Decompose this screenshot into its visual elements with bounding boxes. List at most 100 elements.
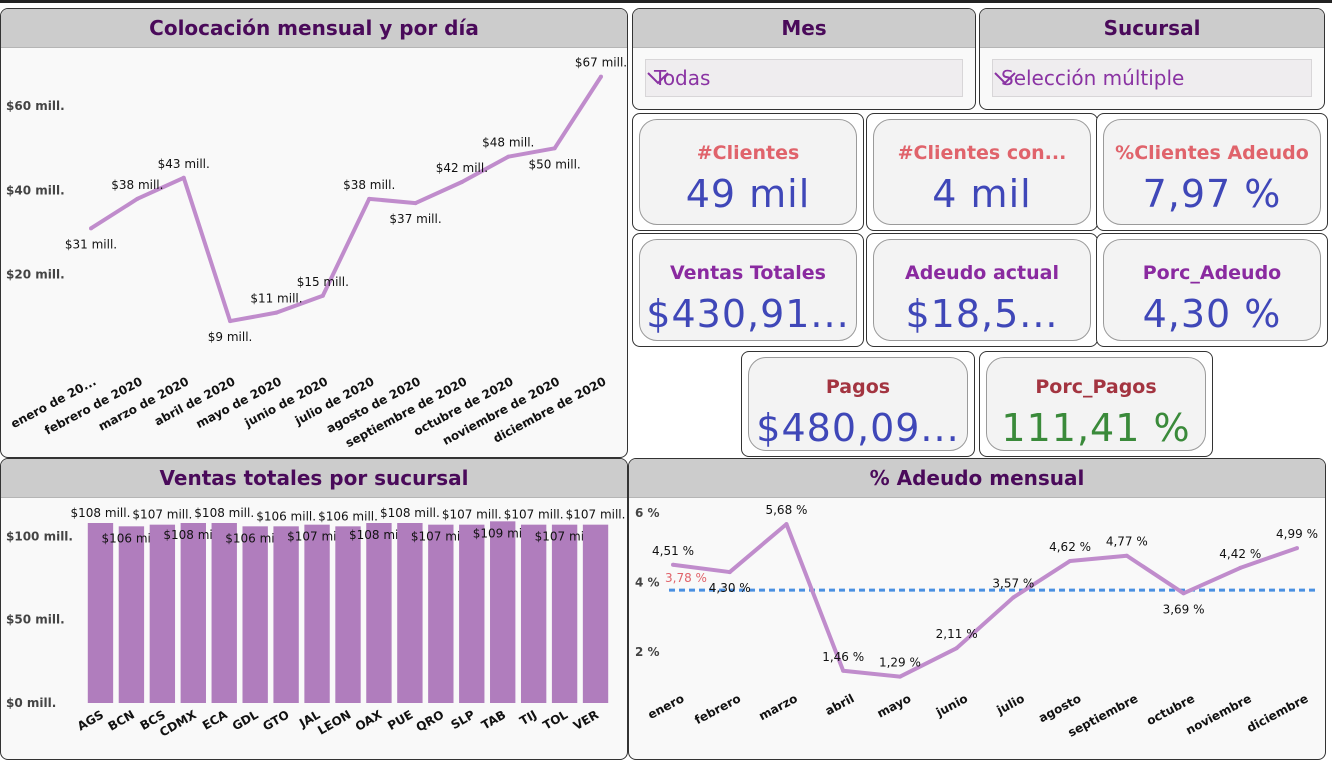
kpi-card-porc-adeudo[interactable]: Porc_Adeudo 4,30 % (1096, 233, 1328, 347)
x-tick-label: OAX (353, 707, 385, 734)
data-point (1295, 546, 1299, 551)
month-dropdown[interactable]: Todas (645, 59, 963, 97)
y-tick-label: $0 mill. (6, 696, 56, 710)
data-label: $50 mill. (529, 157, 581, 171)
bar (149, 524, 176, 703)
monthly-debt-title: % Adeudo mensual (629, 459, 1325, 498)
top-border (0, 0, 1332, 3)
kpi-card-inner: Adeudo actual $18,5... (873, 239, 1091, 341)
branch-dropdown-value: Selección múltiple (1001, 66, 1185, 90)
data-point (89, 226, 93, 231)
kpi-value: 111,41 % (1001, 406, 1191, 450)
data-label: 3,69 % (1163, 602, 1205, 616)
kpi-label: Adeudo actual (904, 262, 1059, 284)
data-point (954, 646, 959, 651)
data-label: 4,62 % (1049, 540, 1091, 554)
bar (118, 526, 145, 703)
y-tick-label: 2 % (635, 645, 660, 659)
kpi-card-clientes-adeudo[interactable]: %Clientes Adeudo 7,97 % (1096, 113, 1328, 231)
kpi-card-inner: Porc_Adeudo 4,30 % (1103, 239, 1321, 341)
data-point (459, 180, 464, 184)
kpi-value: $18,5... (905, 292, 1059, 336)
y-tick-label: 6 % (635, 506, 660, 520)
series-line (89, 75, 603, 324)
data-label: $106 mill. (256, 509, 316, 523)
data-label: $15 mill. (297, 275, 349, 289)
x-tick-label: TAB (479, 707, 508, 732)
kpi-value: 7,97 % (1142, 172, 1282, 216)
x-tick-label: julio (994, 691, 1027, 718)
data-label: $107 mill. (566, 508, 626, 522)
data-point (1068, 558, 1073, 563)
data-point (599, 74, 603, 79)
kpi-card-clientes-con[interactable]: #Clientes con... 4 mil (866, 113, 1098, 231)
data-point (228, 319, 233, 324)
data-label: $108 mill. (71, 506, 131, 520)
data-label: 4,42 % (1219, 547, 1261, 561)
data-label: $48 mill. (482, 136, 534, 150)
data-label: $107 mill. (411, 530, 471, 544)
series-line (672, 522, 1298, 679)
data-label: $109 mill. (473, 526, 533, 540)
branch-filter-panel: Sucursal Selección múltiple (979, 8, 1325, 110)
kpi-label: Porc_Adeudo (1142, 262, 1282, 284)
data-point (671, 562, 675, 567)
data-label: $38 mill. (111, 178, 163, 192)
kpi-label: #Clientes con... (897, 142, 1067, 164)
kpi-card-inner: Ventas Totales $430,91... (639, 239, 857, 341)
x-tick-label: TIJ (517, 707, 539, 728)
bar (520, 524, 547, 703)
kpi-label: Pagos (825, 376, 891, 398)
bar (428, 524, 454, 703)
y-tick-label: $50 mill. (6, 613, 65, 627)
data-point (135, 196, 140, 201)
kpi-card-pagos[interactable]: Pagos $480,09... (741, 351, 975, 457)
chevron-down-icon[interactable] (993, 70, 1017, 86)
data-point (413, 201, 418, 206)
y-tick-label: 4 % (635, 576, 660, 590)
x-tick-label: agosto (1036, 691, 1083, 725)
monthly-placement-panel: Colocación mensual y por día $20 mill. $4… (0, 8, 628, 458)
data-point (1238, 565, 1243, 570)
y-tick-label: $100 mill. (6, 529, 73, 543)
monthly-debt-panel: % Adeudo mensual 2 % 4 % 6 % 3,78 % 4,51 % 4,… (628, 458, 1326, 760)
data-point (552, 146, 557, 151)
x-tick-label: ECA (200, 707, 230, 733)
x-tick-label: marzo (756, 691, 799, 723)
kpi-card-ventas-totales[interactable]: Ventas Totales $430,91... (632, 233, 864, 347)
bar (490, 521, 516, 703)
data-label: $108 mill. (380, 506, 440, 520)
data-point (506, 154, 511, 159)
x-tick-label: QRO (414, 707, 447, 734)
x-tick-label: AGS (75, 707, 106, 733)
kpi-card-inner: Porc_Pagos 111,41 % (986, 357, 1206, 451)
kpi-value: $430,91... (646, 292, 850, 336)
data-label: $107 mill. (132, 508, 192, 522)
month-filter-title: Mes (633, 9, 975, 48)
x-tick-label: GTO (260, 707, 291, 733)
monthly-debt-chart[interactable]: 2 % 4 % 6 % 3,78 % 4,51 % 4,30 % 5,68 % 1,46 % 1… (629, 459, 1326, 760)
x-tick-label: mayo (875, 691, 914, 720)
x-tick-label: abril (823, 691, 857, 718)
y-tick-label: $20 mill. (6, 268, 65, 282)
kpi-card-adeudo-actual[interactable]: Adeudo actual $18,5... (866, 233, 1098, 347)
data-label: 4,30 % (709, 581, 751, 595)
data-point (897, 674, 902, 679)
bar (366, 523, 392, 703)
data-label: $67 mill. (575, 56, 627, 70)
sales-by-branch-panel: Ventas totales por sucursal $0 mill. $50 … (0, 458, 628, 760)
kpi-card-clientes[interactable]: #Clientes 49 mil (632, 113, 864, 231)
data-point (181, 175, 186, 180)
monthly-placement-chart[interactable]: $20 mill. $40 mill. $60 mill. $31 mill. $38 … (1, 9, 628, 458)
branch-dropdown[interactable]: Selección múltiple (992, 59, 1312, 97)
data-label: $106 mill. (101, 531, 161, 545)
bar (304, 524, 330, 703)
data-point (320, 293, 325, 298)
kpi-value: 4 mil (932, 172, 1032, 216)
sales-by-branch-chart[interactable]: $0 mill.$50 mill.$100 mill.$108 mill.$10… (1, 459, 628, 760)
chevron-down-icon[interactable] (646, 70, 670, 86)
bar (273, 526, 299, 703)
branch-filter-title: Sucursal (980, 9, 1324, 48)
bar (551, 524, 578, 703)
kpi-card-porc-pagos[interactable]: Porc_Pagos 111,41 % (979, 351, 1213, 457)
